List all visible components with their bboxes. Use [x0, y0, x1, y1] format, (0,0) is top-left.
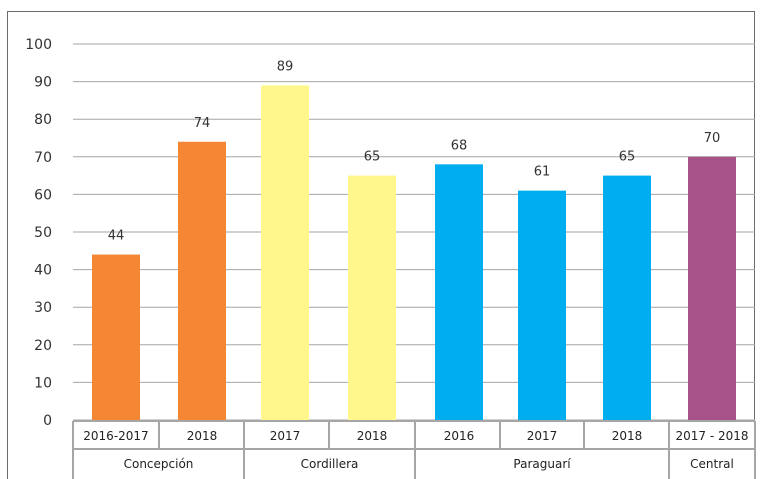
bar — [261, 85, 309, 421]
x-tick-label: 2016-2017 — [83, 429, 148, 443]
y-tick-label: 100 — [25, 37, 52, 53]
x-tick-label: 2018 — [357, 429, 388, 443]
data-label: 44 — [108, 229, 125, 244]
group-label: Paraguarí — [513, 457, 571, 471]
x-tick-label: 2018 — [187, 429, 218, 443]
data-label: 74 — [194, 116, 211, 131]
y-tick-label: 30 — [34, 300, 52, 316]
bar — [518, 190, 566, 420]
data-label: 68 — [451, 138, 468, 153]
bar — [92, 254, 140, 420]
bar — [435, 164, 483, 420]
group-label: Central — [690, 457, 734, 471]
y-tick-label: 20 — [34, 338, 52, 354]
data-label: 65 — [619, 150, 636, 165]
y-tick-label: 40 — [34, 263, 52, 279]
data-label: 70 — [704, 131, 721, 146]
data-label: 61 — [534, 165, 551, 180]
y-tick-label: 50 — [34, 225, 52, 241]
x-tick-label: 2016 — [444, 429, 475, 443]
bar — [603, 175, 651, 420]
y-tick-label: 70 — [34, 150, 52, 166]
bar — [348, 175, 396, 420]
x-tick-label: 2017 — [527, 429, 558, 443]
y-tick-label: 0 — [43, 413, 52, 429]
group-label: Concepción — [124, 457, 194, 471]
y-tick-label: 90 — [34, 75, 52, 91]
y-tick-label: 80 — [34, 112, 52, 128]
y-tick-label: 60 — [34, 187, 52, 203]
data-label: 65 — [364, 150, 381, 165]
bar — [688, 156, 736, 421]
y-tick-label: 10 — [34, 375, 52, 391]
x-tick-label: 2017 — [270, 429, 301, 443]
group-label: Cordillera — [301, 457, 359, 471]
bar — [178, 141, 226, 420]
x-tick-label: 2018 — [612, 429, 643, 443]
x-tick-label: 2017 - 2018 — [675, 429, 748, 443]
data-label: 89 — [277, 59, 294, 74]
